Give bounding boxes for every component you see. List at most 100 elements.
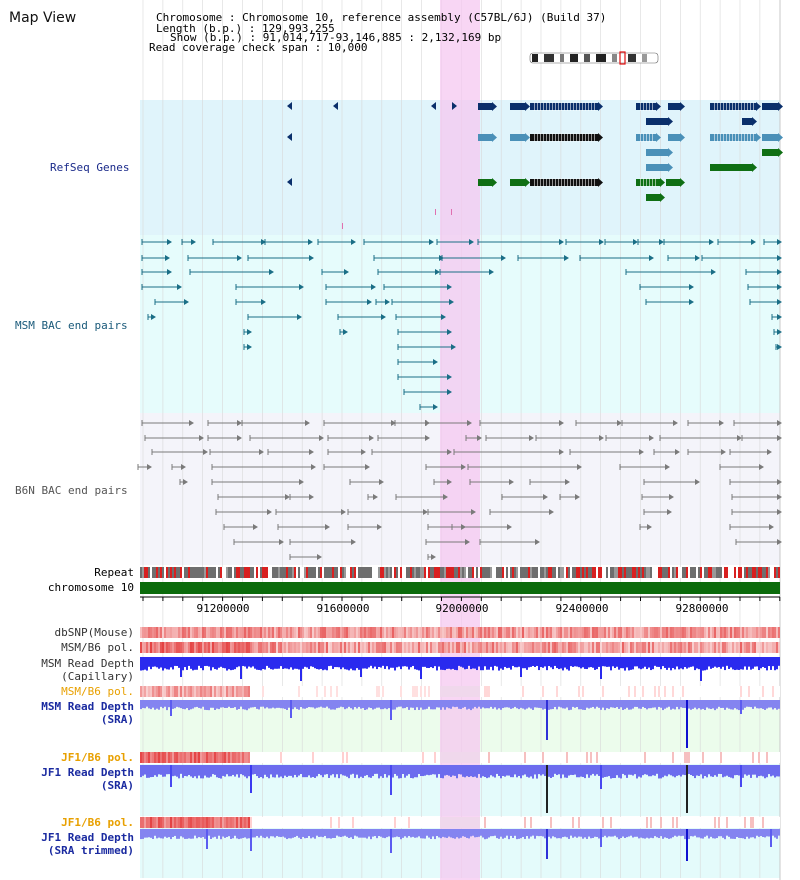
msm-cap-depth	[538, 657, 540, 671]
dbsnp-cell	[498, 627, 500, 638]
jf1-sra-depth	[226, 765, 228, 775]
jf1-sra-depth	[680, 765, 682, 777]
jf1-pol2-cell	[720, 817, 722, 828]
jf1-pol2-cell	[142, 817, 144, 828]
msm-depth-capillary-track[interactable]	[140, 657, 780, 681]
msm-pol2-cell	[408, 686, 410, 697]
dbsnp-cell	[612, 627, 614, 638]
repeat-block	[668, 567, 670, 578]
jf1-sra-depth	[540, 765, 542, 776]
repeat-track[interactable]	[140, 567, 780, 578]
refseq-genes-track[interactable]	[287, 102, 783, 229]
msm-pol-cell	[754, 642, 756, 653]
dbsnp-cell	[776, 627, 778, 638]
msm-pol-cell	[470, 642, 472, 653]
msm-bac-pairs-track[interactable]	[141, 239, 782, 410]
dbsnp-cell	[286, 627, 288, 638]
msm-cap-depth	[236, 657, 238, 668]
msm-bac-pair-arrow	[429, 239, 434, 245]
dbsnp-cell	[596, 627, 598, 638]
msm-pol-cell	[416, 642, 418, 653]
msm-cap-depth	[160, 657, 162, 668]
jf1-pol2-cell	[300, 817, 302, 828]
jf1-trim-depth	[776, 829, 778, 839]
msm-pol-cell	[660, 642, 662, 653]
jf1-sra-depth	[566, 765, 568, 778]
msm-pol-cell	[188, 642, 190, 653]
jf1-pol-cell	[764, 752, 766, 763]
msm-pol-cell	[548, 642, 550, 653]
jf1-b6-pol-heat-track-2[interactable]	[140, 817, 780, 828]
jf1-depth-sra-track[interactable]	[140, 765, 780, 813]
msm-pol2-cell	[610, 686, 612, 697]
msm-sra-depth	[352, 700, 354, 710]
msm-pol-cell	[256, 642, 258, 653]
jf1-pol2-cell	[752, 817, 754, 828]
jf1-pol2-cell	[530, 817, 532, 828]
dbsnp-cell	[594, 627, 596, 638]
msm-sra-depth	[660, 700, 662, 708]
jf1-sra-depth-spike	[740, 765, 742, 787]
jf1-b6-pol-heat-track[interactable]	[140, 752, 780, 763]
msm-cap-depth	[228, 657, 230, 670]
msm-pol2-cell	[592, 686, 594, 697]
selected-region-highlight[interactable]	[440, 0, 480, 880]
jf1-pol-cell	[214, 752, 216, 763]
msm-sra-depth	[300, 700, 302, 708]
repeat-block	[604, 567, 606, 578]
dbsnp-cell	[556, 627, 558, 638]
repeat-block	[370, 567, 372, 578]
jf1-pol2-cell	[366, 817, 368, 828]
b6n-bac-pair-arrow	[447, 449, 452, 455]
jf1-trim-depth	[420, 829, 422, 839]
jf1-pol2-cell	[374, 817, 376, 828]
msm-sra-depth	[378, 700, 380, 708]
jf1-depth-trimmed-track[interactable]	[140, 829, 780, 861]
dbsnp-cell	[200, 627, 202, 638]
msm-sra-depth	[724, 700, 726, 710]
exon-tick	[717, 102, 718, 111]
repeat-block	[198, 567, 200, 578]
jf1-pol-cell	[706, 752, 708, 763]
repeat-block	[648, 567, 650, 578]
jf1-trim-depth	[314, 829, 316, 839]
b6n-bac-pairs-track[interactable]	[137, 420, 782, 560]
msm-cap-depth	[638, 657, 640, 669]
msm-bac-pair-arrow	[689, 299, 694, 305]
msm-pol2-cell	[460, 686, 462, 697]
jf1-trim-depth	[244, 829, 246, 838]
dbsnp-cell	[490, 627, 492, 638]
msm-b6-pol-heat-track-2[interactable]	[140, 686, 780, 697]
msm-bac-pair-arrow	[237, 255, 242, 261]
msm-bac-pair-arrow	[559, 239, 564, 245]
repeat-block	[152, 567, 154, 578]
dbsnp-cell	[306, 627, 308, 638]
msm-depth-sra-track[interactable]	[140, 700, 780, 748]
exon-tick	[646, 178, 647, 187]
msm-cap-depth	[442, 657, 444, 670]
msm-pol2-cell	[666, 686, 668, 697]
msm-b6-pol-heat-track[interactable]	[140, 642, 780, 653]
dbsnp-heat-track[interactable]	[140, 627, 780, 638]
chromosome-ideogram[interactable]	[529, 51, 659, 65]
exon-tick	[543, 178, 544, 187]
msm-sra-depth	[218, 700, 220, 710]
chromosome-bar[interactable]	[140, 582, 780, 594]
jf1-pol2-cell	[660, 817, 662, 828]
msm-cap-depth	[376, 657, 378, 670]
jf1-trim-depth	[178, 829, 180, 839]
msm-bac-pair-arrow	[177, 284, 182, 290]
jf1-sra-depth	[588, 765, 590, 778]
msm-sra-depth	[150, 700, 152, 710]
msm-pol-cell	[274, 642, 276, 653]
dbsnp-cell	[528, 627, 530, 638]
dbsnp-cell	[668, 627, 670, 638]
jf1-pol-cell	[280, 752, 282, 763]
jf1-sra-depth	[624, 765, 626, 776]
repeat-block	[260, 567, 262, 578]
msm-pol2-cell	[442, 686, 444, 697]
jf1-sra-depth	[378, 765, 380, 779]
jf1-sra-depth	[716, 765, 718, 777]
jf1-pol2-cell	[182, 817, 184, 828]
jf1-sra-depth	[548, 765, 550, 777]
